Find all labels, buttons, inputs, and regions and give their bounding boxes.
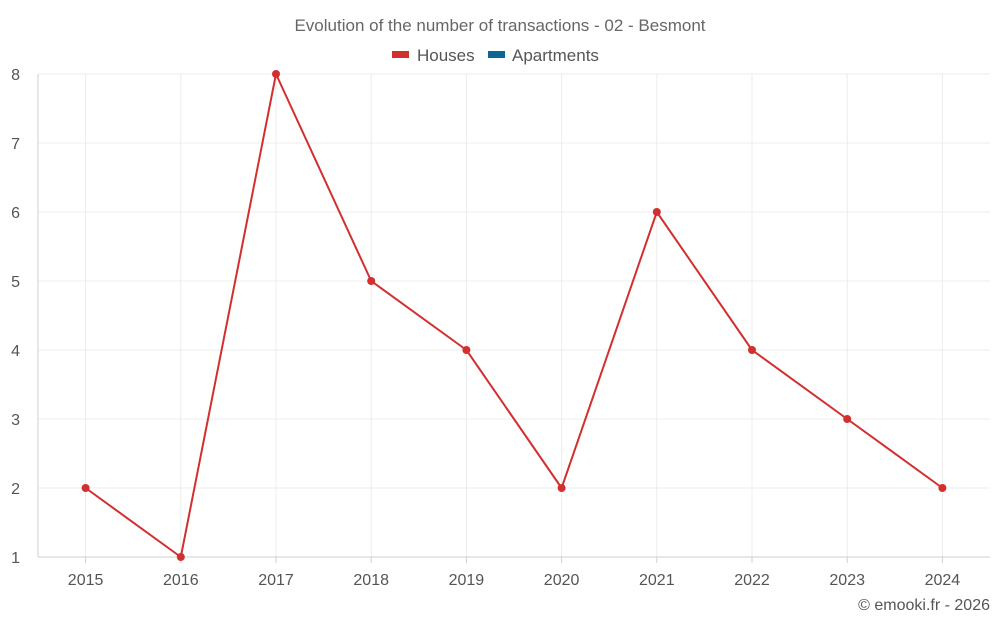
- x-tick-label: 2016: [163, 572, 199, 589]
- y-tick-label: 3: [11, 412, 20, 429]
- y-tick-label: 1: [11, 550, 20, 567]
- data-point-houses-2022[interactable]: [748, 346, 756, 354]
- y-tick-label: 4: [11, 343, 20, 360]
- chart-title: Evolution of the number of transactions …: [294, 16, 705, 35]
- x-tick-label: 2023: [829, 572, 865, 589]
- y-tick-label: 7: [11, 136, 20, 153]
- data-point-houses-2021[interactable]: [652, 208, 661, 216]
- y-tick-label: 2: [11, 481, 20, 498]
- legend-swatch-houses[interactable]: [392, 51, 409, 58]
- legend: Houses Apartments: [392, 46, 599, 65]
- data-point-houses-2024[interactable]: [938, 484, 947, 492]
- x-tick-label: 2021: [639, 572, 675, 589]
- series-line-houses: [85, 73, 943, 558]
- x-tick-label: 2017: [258, 572, 294, 589]
- legend-label-houses[interactable]: Houses: [417, 46, 475, 65]
- x-tick-label: 2015: [68, 572, 104, 589]
- axes: 1 2 3 4 5 6 7 8 2015 2016 2017 2018 2019 2020 2021 2022…: [11, 67, 990, 589]
- data-point-houses-2017[interactable]: [272, 70, 280, 78]
- data-point-houses-2023[interactable]: [843, 415, 852, 423]
- x-tick-label: 2019: [449, 572, 485, 589]
- x-tick-label: 2024: [925, 572, 961, 589]
- x-tick-label: 2018: [353, 572, 389, 589]
- data-point-houses-2018[interactable]: [367, 277, 376, 285]
- x-tick-label: 2020: [544, 572, 580, 589]
- x-tick-label: 2022: [734, 572, 770, 589]
- data-point-houses-2016[interactable]: [176, 553, 185, 561]
- y-tick-label: 6: [11, 205, 20, 222]
- credit-text: © emooki.fr - 2026: [858, 597, 990, 614]
- legend-swatch-apartments[interactable]: [488, 51, 505, 58]
- y-tick-label: 5: [11, 274, 20, 291]
- y-tick-label: 8: [11, 67, 20, 84]
- data-point-houses-2020[interactable]: [557, 484, 566, 492]
- grid: [38, 73, 990, 557]
- legend-label-apartments[interactable]: Apartments: [512, 46, 599, 65]
- data-point-houses-2019[interactable]: [462, 346, 471, 354]
- series-houses: [81, 70, 947, 561]
- data-point-houses-2015[interactable]: [81, 484, 90, 492]
